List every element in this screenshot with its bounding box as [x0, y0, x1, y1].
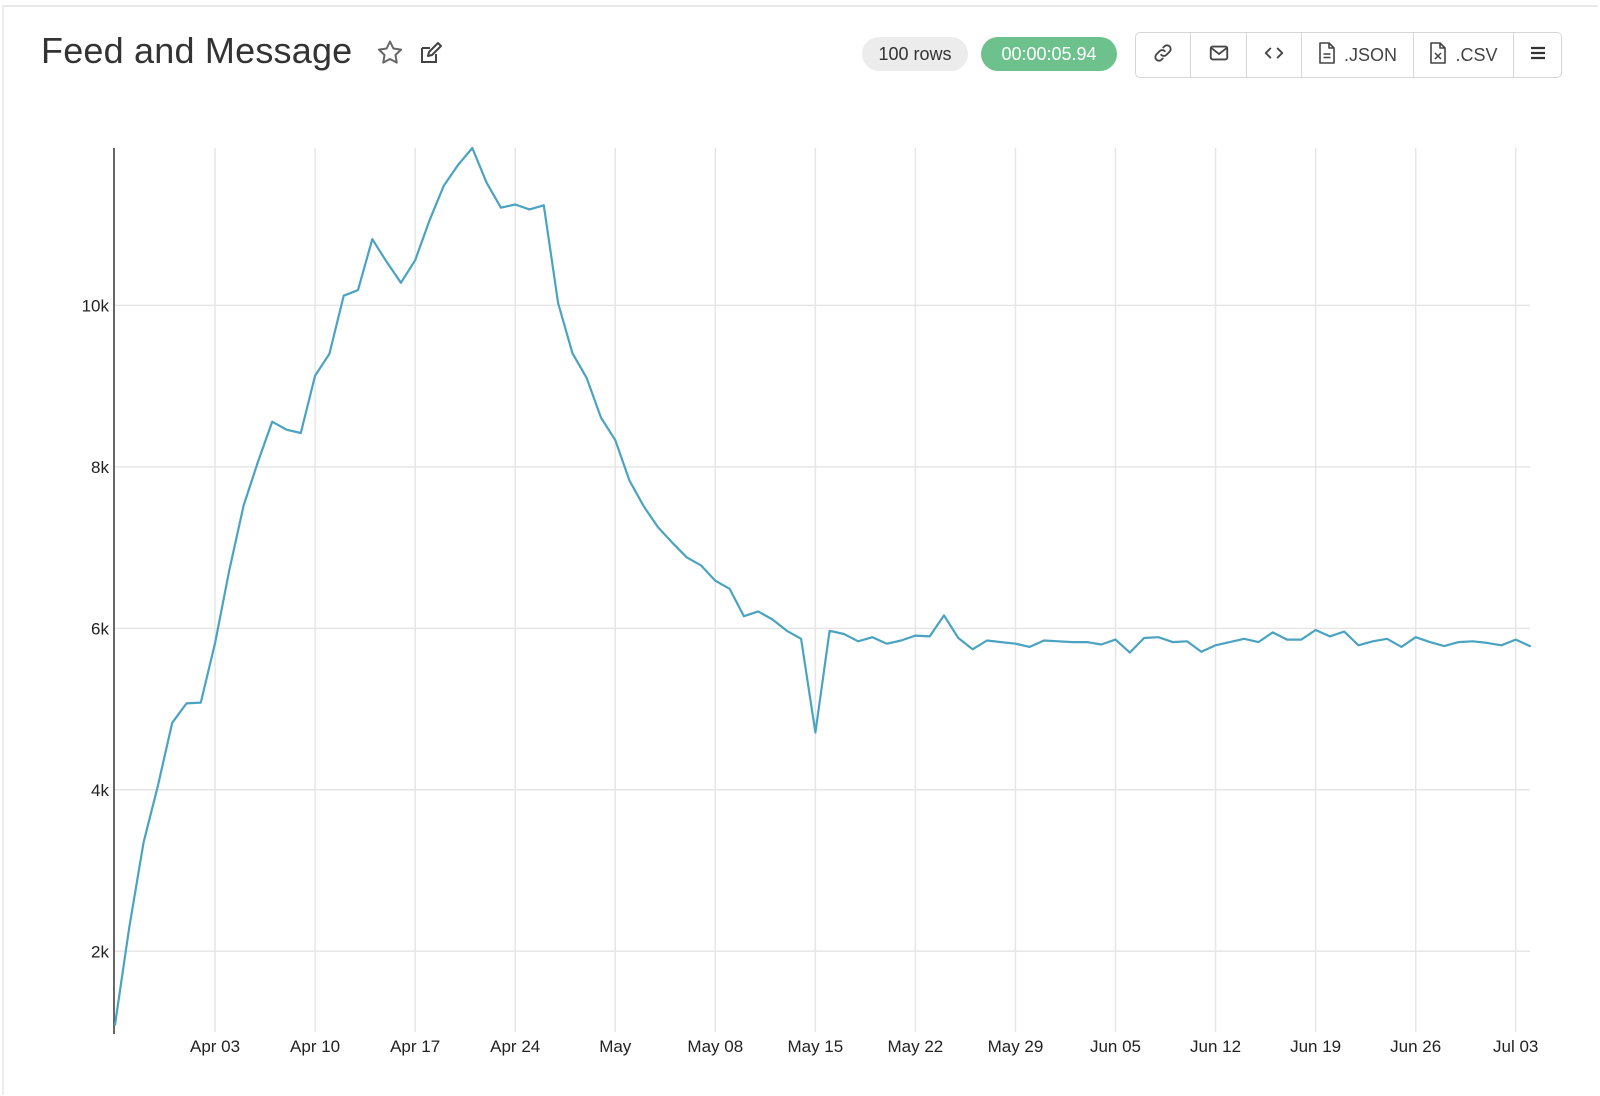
star-icon[interactable]	[375, 38, 405, 68]
x-tick-label: Apr 10	[290, 1037, 340, 1056]
x-tick-label: Jun 12	[1190, 1037, 1241, 1056]
embed-code-button[interactable]	[1247, 33, 1302, 77]
csv-label: .CSV	[1455, 44, 1498, 65]
x-tick-label: May 15	[787, 1037, 843, 1056]
more-menu-button[interactable]	[1514, 33, 1561, 77]
x-tick-label: Jun 26	[1390, 1037, 1441, 1056]
code-icon	[1263, 42, 1285, 69]
panel-frame	[2, 5, 1598, 1095]
query-time-badge: 00:00:05.94	[981, 37, 1117, 71]
menu-icon	[1529, 44, 1547, 67]
edit-icon[interactable]	[418, 40, 444, 66]
file-json-icon	[1318, 41, 1336, 69]
toolbar: .JSON .CSV	[1135, 32, 1562, 78]
y-tick-label: 2k	[91, 942, 109, 961]
y-tick-label: 10k	[82, 296, 110, 315]
x-tick-label: Jul 03	[1493, 1037, 1538, 1056]
y-tick-label: 6k	[91, 619, 109, 638]
x-tick-label: May 08	[687, 1037, 743, 1056]
series-line	[113, 146, 1532, 1026]
x-tick-label: Jun 19	[1290, 1037, 1341, 1056]
x-tick-label: May	[599, 1037, 632, 1056]
link-icon	[1152, 42, 1174, 69]
x-tick-label: Jun 05	[1090, 1037, 1141, 1056]
download-json-button[interactable]: .JSON	[1302, 33, 1414, 77]
json-label: .JSON	[1343, 44, 1397, 65]
x-tick-label: May 22	[888, 1037, 944, 1056]
download-csv-button[interactable]: .CSV	[1414, 33, 1514, 77]
x-tick-label: Apr 17	[390, 1037, 440, 1056]
copy-link-button[interactable]	[1136, 33, 1191, 77]
x-tick-label: Apr 03	[190, 1037, 240, 1056]
x-tick-label: Apr 24	[490, 1037, 540, 1056]
y-tick-label: 4k	[91, 781, 109, 800]
file-csv-icon	[1429, 41, 1447, 69]
mail-icon	[1208, 42, 1230, 69]
rows-count-badge: 100 rows	[862, 37, 968, 71]
y-tick-label: 8k	[91, 458, 109, 477]
page-title: Feed and Message	[41, 30, 353, 71]
email-button[interactable]	[1191, 33, 1247, 77]
x-tick-label: May 29	[988, 1037, 1044, 1056]
